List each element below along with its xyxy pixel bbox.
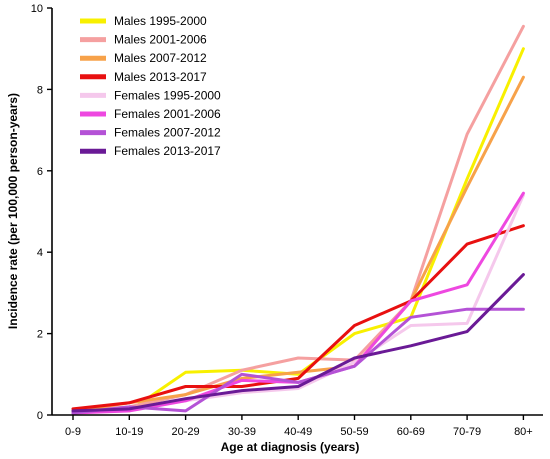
x-tick-label: 30-39 <box>228 426 256 438</box>
series-line-3 <box>71 224 525 411</box>
y-tick-label: 8 <box>37 84 43 96</box>
x-tick-label: 20-29 <box>172 426 200 438</box>
ticks-layer: 0 2 4 6 8 10 0-9 10-19 20-29 30-39 40-49 50-59 60-69… <box>31 3 533 438</box>
series-line-2 <box>71 75 525 413</box>
legend-label: Females 2001-2006 <box>114 107 221 121</box>
y-tick-label: 2 <box>37 329 43 341</box>
y-tick-label: 4 <box>37 247 43 259</box>
legend-label: Females 1995-2000 <box>114 88 221 102</box>
series-layer <box>71 24 525 415</box>
x-tick-label: 10-19 <box>115 426 143 438</box>
series-line-5 <box>71 191 525 415</box>
series-line-6 <box>71 307 525 415</box>
legend-label: Males 2013-2017 <box>114 70 207 84</box>
series-line-7 <box>71 273 525 413</box>
legend-label: Males 2007-2012 <box>114 51 207 65</box>
legend-label: Males 2001-2006 <box>114 33 207 47</box>
y-tick-label: 6 <box>37 166 43 178</box>
x-tick-label: 0-9 <box>65 426 81 438</box>
x-tick-label: 60-69 <box>397 426 425 438</box>
x-tick-label: 50-59 <box>340 426 368 438</box>
y-tick-label: 0 <box>37 410 43 422</box>
legend-label: Females 2013-2017 <box>114 144 221 158</box>
legend: Males 1995-2000 Males 2001-2006 Males 2007… <box>80 14 221 158</box>
series-line-4 <box>71 193 525 415</box>
x-tick-label: 80+ <box>514 426 533 438</box>
legend-label: Females 2007-2012 <box>114 126 221 140</box>
series-line-1 <box>71 24 525 413</box>
x-tick-label: 70-79 <box>453 426 481 438</box>
y-tick-label: 10 <box>31 3 43 15</box>
legend-label: Males 1995-2000 <box>114 14 207 28</box>
x-tick-label: 40-49 <box>284 426 312 438</box>
x-axis-title: Age at diagnosis (years) <box>221 440 360 454</box>
y-axis-title: Incidence rate (per 100,000 person-years… <box>6 93 20 329</box>
